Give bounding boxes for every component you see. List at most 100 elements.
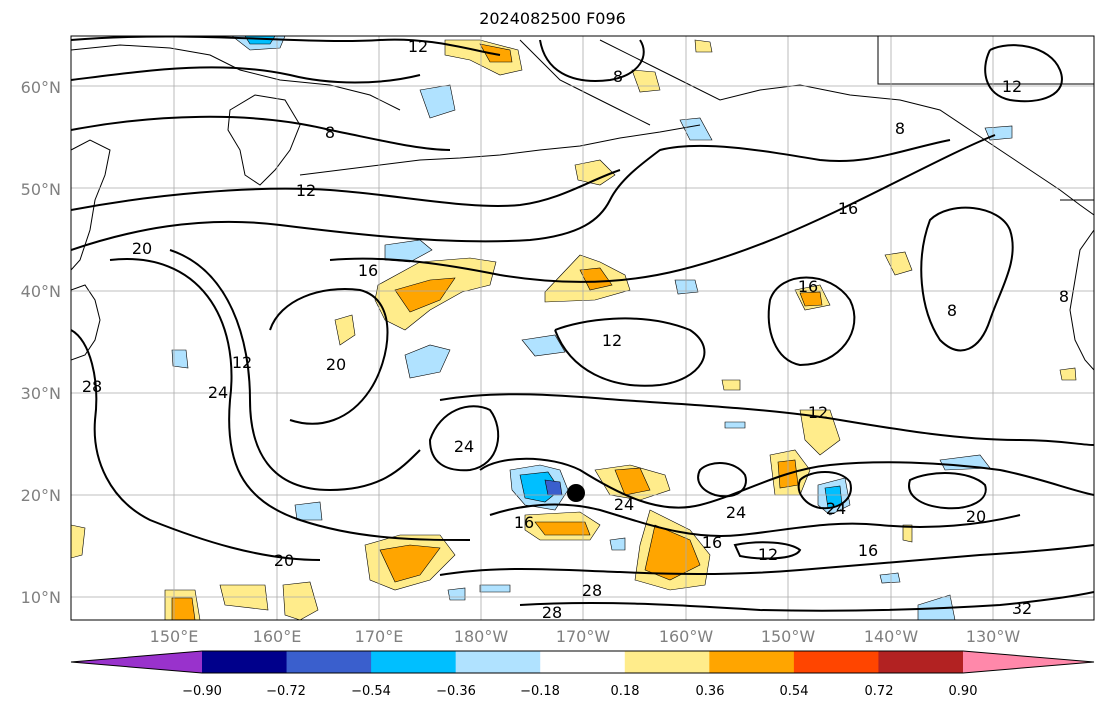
contour-label: 16 [838, 199, 858, 218]
colorbar-tick-label: −0.90 [182, 684, 222, 699]
contour-label: 8 [895, 119, 905, 138]
negative-patch [419, 84, 456, 119]
map-frame [70, 35, 1095, 621]
positive-patch [534, 521, 591, 536]
colorbar-segment [455, 651, 541, 673]
colorbar-segment [202, 651, 288, 673]
contour-label: 16 [702, 533, 722, 552]
positive-patch [171, 597, 196, 620]
contour-label: 24 [614, 495, 634, 514]
positive-patch [579, 267, 613, 291]
contour-line [71, 139, 951, 251]
contour-line [489, 503, 1021, 537]
negative-patch [679, 117, 713, 141]
contour-line [109, 258, 471, 541]
lon-label: 130°W [965, 627, 1021, 646]
negative-patch [447, 587, 466, 601]
positive-patch [614, 467, 651, 496]
colorbar-segment [878, 651, 964, 673]
contour-label: 8 [325, 123, 335, 142]
colorbar-segment [624, 651, 710, 673]
contour-label: 12 [808, 403, 828, 422]
negative-patch [674, 279, 699, 295]
contour-label: 12 [232, 353, 252, 372]
height-contours [71, 36, 1094, 612]
contour-label: 16 [514, 513, 534, 532]
colorbar-segment [286, 651, 372, 673]
contour-line [71, 36, 501, 56]
contour-label: 12 [1002, 77, 1022, 96]
contour-label: 28 [82, 377, 102, 396]
contour-line [71, 115, 451, 151]
border-line [877, 36, 1094, 85]
aleutian-chain [299, 124, 701, 176]
contour-label: 12 [296, 181, 316, 200]
lat-label: 50°N [20, 180, 61, 199]
positive-patch [799, 409, 841, 456]
colorbar-extend-low [71, 651, 202, 673]
colorbar-segment [371, 651, 457, 673]
contour-label: 28 [582, 581, 602, 600]
colorbar-tick-label: −0.54 [351, 684, 391, 699]
contour-line [439, 544, 1094, 576]
negative-patch [521, 334, 566, 357]
contour-label: 24 [826, 499, 846, 518]
colorbar-tick-label: 0.90 [948, 684, 978, 699]
lat-label: 10°N [20, 588, 61, 607]
negative-patch [479, 584, 511, 593]
colorbar [70, 650, 1095, 674]
lat-label: 30°N [20, 384, 61, 403]
lat-label: 60°N [20, 78, 61, 97]
colorbar-tick-label: 0.54 [779, 684, 809, 699]
contour-line [519, 591, 1094, 612]
lon-label: 160°E [252, 627, 302, 646]
colorbar-extend-high [963, 651, 1094, 673]
contour-line [71, 169, 621, 211]
storm-center-marker [567, 484, 585, 502]
positive-patch [334, 314, 356, 346]
contour-line [920, 206, 1014, 352]
lon-label: 160°W [658, 627, 714, 646]
contour-line [539, 39, 645, 82]
contour-label: 24 [208, 383, 228, 402]
colorbar-tick-label: −0.72 [266, 684, 306, 699]
negative-patch [544, 479, 563, 496]
contour-label: 8 [613, 67, 623, 86]
contour-line [329, 134, 996, 283]
contour-label: 32 [1012, 599, 1032, 618]
negative-patch [824, 485, 843, 509]
lon-label: 170°W [555, 627, 611, 646]
contour-label: 24 [726, 503, 746, 522]
negative-patch [879, 572, 901, 584]
contour-line [71, 329, 321, 561]
negative-patch [724, 421, 746, 429]
contour-line [428, 405, 500, 472]
positive-patch [574, 159, 616, 186]
positive-patch [884, 251, 913, 276]
coastlines [71, 36, 1094, 371]
colorbar-tick-label: 0.36 [695, 684, 725, 699]
contour-label: 20 [132, 239, 152, 258]
contour-label: 28 [542, 603, 562, 622]
lon-label: 170°E [354, 627, 404, 646]
lon-label: 150°W [760, 627, 816, 646]
negative-patch [294, 501, 323, 521]
positive-patch [379, 544, 441, 583]
contour-line [71, 66, 421, 84]
contour-line [733, 541, 802, 560]
positive-patch [721, 379, 741, 391]
contour-line [797, 471, 852, 510]
lon-label: 180°W [453, 627, 509, 646]
contour-label: 8 [1059, 287, 1069, 306]
colorbar-segment [709, 651, 795, 673]
contour-line [269, 288, 389, 425]
contour-label: 16 [798, 277, 818, 296]
positive-patch [219, 584, 269, 611]
bering-coastline [519, 39, 651, 126]
negative-patch [171, 349, 189, 369]
lat-label: 20°N [20, 486, 61, 505]
asia-coastline [71, 139, 111, 271]
contour-line [908, 472, 987, 510]
contour-line [439, 393, 1094, 446]
